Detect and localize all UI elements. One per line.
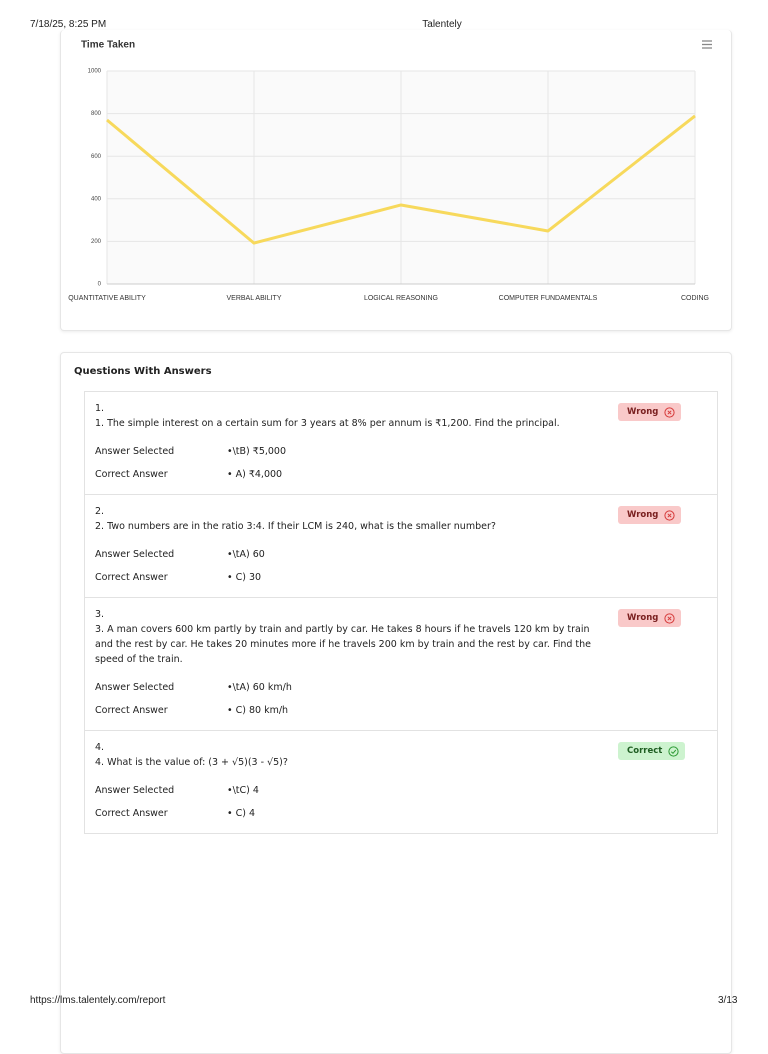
answer-selected-value: •\tC) 4 bbox=[227, 785, 259, 796]
question-card: 1. 1. The simple interest on a certain su… bbox=[84, 391, 718, 495]
status-icon bbox=[668, 745, 679, 757]
question-number: 4. bbox=[95, 742, 105, 753]
question-number: 2. bbox=[95, 506, 105, 517]
print-datetime: 7/18/25, 8:25 PM bbox=[30, 19, 107, 30]
correct-answer-value: • C) 30 bbox=[227, 572, 262, 583]
correct-answer-row: Correct Answer • C) 30 bbox=[95, 570, 707, 585]
print-url: https://lms.talentely.com/report bbox=[30, 995, 166, 1006]
answer-selected-value: •\tA) 60 bbox=[227, 549, 265, 560]
question-card: 3. 3. A man covers 600 km partly by train… bbox=[84, 598, 718, 731]
answer-selected-label: Answer Selected bbox=[95, 682, 175, 693]
status-text: Wrong bbox=[627, 613, 659, 623]
correct-answer-label: Correct Answer bbox=[95, 469, 168, 480]
y-tick-label: 600 bbox=[91, 154, 102, 160]
question-number: 1. bbox=[95, 403, 105, 414]
answer-selected-value: •\tB) ₹5,000 bbox=[227, 446, 287, 457]
menu-icon[interactable] bbox=[702, 40, 712, 49]
answer-selected-row: Answer Selected •\tC) 4 bbox=[95, 783, 707, 798]
correct-answer-label: Correct Answer bbox=[95, 808, 168, 819]
answer-selected-label: Answer Selected bbox=[95, 549, 175, 560]
question-card: 2. 2. Two numbers are in the ratio 3:4. I… bbox=[84, 495, 718, 598]
y-tick-label: 1000 bbox=[88, 69, 102, 75]
answer-selected-value: •\tA) 60 km/h bbox=[227, 682, 292, 693]
status-text: Correct bbox=[627, 746, 663, 756]
question-text: 4. What is the value of: (3 + √5)(3 - √5… bbox=[95, 757, 288, 768]
x-tick-label: COMPUTER FUNDAMENTALS bbox=[499, 295, 598, 302]
status-text: Wrong bbox=[627, 510, 659, 520]
status-text: Wrong bbox=[627, 407, 659, 417]
y-tick-label: 0 bbox=[98, 282, 102, 288]
x-tick-label: CODING bbox=[681, 295, 709, 302]
print-page: 3/13 bbox=[718, 995, 738, 1006]
correct-answer-value: • C) 4 bbox=[227, 808, 256, 819]
status-icon bbox=[664, 406, 676, 418]
data-line bbox=[106, 114, 696, 245]
x-tick-label: LOGICAL REASONING bbox=[364, 295, 438, 302]
question-list: 1. 1. The simple interest on a certain su… bbox=[84, 391, 718, 834]
section-title: Questions With Answers bbox=[74, 366, 212, 377]
correct-answer-value: • A) ₹4,000 bbox=[227, 469, 283, 480]
question-text: 2. Two numbers are in the ratio 3:4. If … bbox=[95, 521, 496, 532]
answer-selected-label: Answer Selected bbox=[95, 446, 175, 457]
y-tick-label: 400 bbox=[91, 196, 102, 202]
status-badge: Correct bbox=[618, 742, 686, 760]
answer-selected-row: Answer Selected •\tA) 60 km/h bbox=[95, 680, 707, 695]
status-badge: Wrong bbox=[618, 403, 682, 421]
question-text: 1. The simple interest on a certain sum … bbox=[95, 418, 560, 429]
answer-selected-label: Answer Selected bbox=[95, 785, 175, 796]
correct-answer-row: Correct Answer • C) 80 km/h bbox=[95, 703, 707, 718]
correct-answer-value: • C) 80 km/h bbox=[227, 705, 289, 716]
status-badge: Wrong bbox=[618, 506, 682, 524]
x-tick-label: VERBAL ABILITY bbox=[227, 295, 282, 302]
status-badge: Wrong bbox=[618, 609, 682, 627]
chart-card: Time Taken 0 200 400 600 800 1000 QUANTITATIVE… bbox=[60, 30, 732, 331]
correct-answer-label: Correct Answer bbox=[95, 572, 168, 583]
y-tick-label: 200 bbox=[91, 239, 102, 245]
status-icon bbox=[664, 509, 676, 521]
answer-selected-row: Answer Selected •\tA) 60 bbox=[95, 547, 707, 562]
question-number: 3. bbox=[95, 609, 105, 620]
correct-answer-row: Correct Answer • C) 4 bbox=[95, 806, 707, 821]
page: 7/18/25, 8:25 PM Talentely Time Taken 0 2… bbox=[30, 19, 738, 1054]
correct-answer-row: Correct Answer • A) ₹4,000 bbox=[95, 467, 707, 482]
chart: Time Taken 0 200 400 600 800 1000 QUANTITATIVE… bbox=[68, 40, 712, 302]
correct-answer-label: Correct Answer bbox=[95, 705, 168, 716]
chart-title: Time Taken bbox=[81, 40, 135, 51]
print-site-title: Talentely bbox=[422, 19, 462, 30]
status-icon bbox=[664, 612, 676, 624]
x-tick-label: QUANTITATIVE ABILITY bbox=[68, 295, 146, 302]
questions-card: Questions With Answers 1. 1. The simple i… bbox=[60, 352, 732, 1054]
answer-selected-row: Answer Selected •\tB) ₹5,000 bbox=[95, 444, 707, 459]
y-tick-label: 800 bbox=[91, 111, 102, 117]
question-card: 4. 4. What is the value of: (3 + √5)(3 - … bbox=[84, 731, 718, 834]
question-text: 3. A man covers 600 km partly by train a… bbox=[95, 624, 592, 665]
